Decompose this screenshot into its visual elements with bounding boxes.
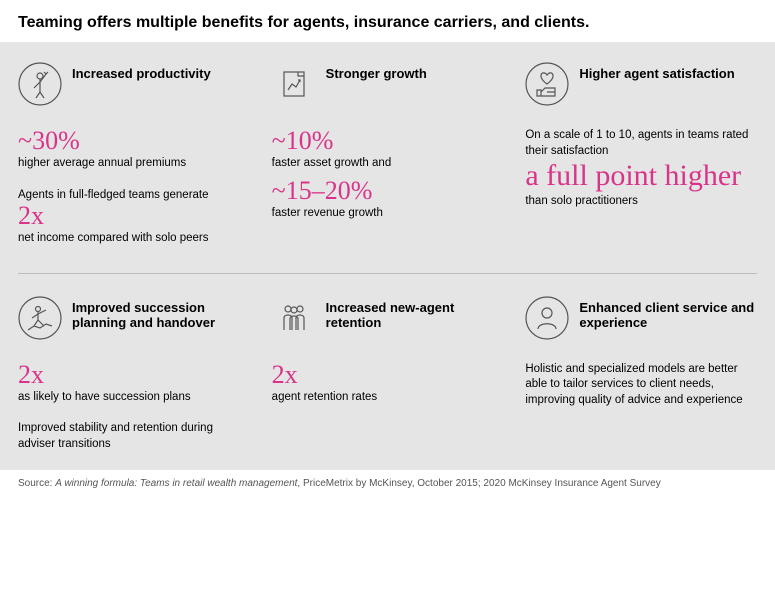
growth-icon bbox=[272, 62, 316, 106]
productivity-desc1: higher average annual premiums bbox=[18, 156, 250, 172]
satisfaction-stat: a full point higher bbox=[525, 159, 757, 192]
divider bbox=[18, 273, 757, 274]
retention-icon bbox=[272, 296, 316, 340]
growth-desc1: faster asset growth and bbox=[272, 156, 504, 172]
col-satisfaction: Higher agent satisfaction On a scale of … bbox=[525, 62, 757, 247]
productivity-stat1: ~30% bbox=[18, 128, 250, 154]
succession-stat: 2x bbox=[18, 362, 250, 388]
bottom-row: Improved succession planning and handove… bbox=[18, 296, 757, 453]
productivity-desc3: net income compared with solo peers bbox=[18, 231, 250, 247]
succession-icon bbox=[18, 296, 62, 340]
satisfaction-intro: On a scale of 1 to 10, agents in teams r… bbox=[525, 128, 757, 159]
client-desc: Holistic and specialized models are bett… bbox=[525, 362, 757, 409]
col-productivity: Increased productivity ~30% higher avera… bbox=[18, 62, 250, 247]
retention-stat: 2x bbox=[272, 362, 504, 388]
retention-title: Increased new-agent retention bbox=[326, 296, 504, 331]
growth-stat2: ~15–20% bbox=[272, 178, 504, 204]
growth-desc2: faster revenue growth bbox=[272, 206, 504, 222]
satisfaction-title: Higher agent satisfaction bbox=[579, 62, 734, 82]
col-retention: Increased new-agent retention 2x agent r… bbox=[272, 296, 504, 453]
productivity-icon bbox=[18, 62, 62, 106]
col-client: Enhanced client service and experience H… bbox=[525, 296, 757, 453]
productivity-desc2: Agents in full-fledged teams generate bbox=[18, 188, 250, 204]
source-rest: , PriceMetrix by McKinsey, October 2015;… bbox=[297, 478, 660, 489]
growth-stat1: ~10% bbox=[272, 128, 504, 154]
source-label: Source: bbox=[18, 478, 55, 489]
headline: Teaming offers multiple benefits for age… bbox=[0, 0, 775, 42]
infographic-panel: Increased productivity ~30% higher avera… bbox=[0, 42, 775, 470]
col-growth: Stronger growth ~10% faster asset growth… bbox=[272, 62, 504, 247]
client-title: Enhanced client service and experience bbox=[579, 296, 757, 331]
succession-desc2: Improved stability and retention during … bbox=[18, 421, 250, 452]
succession-title: Improved succession planning and handove… bbox=[72, 296, 250, 331]
satisfaction-outro: than solo practitioners bbox=[525, 194, 757, 210]
productivity-title: Increased productivity bbox=[72, 62, 211, 82]
retention-desc: agent retention rates bbox=[272, 390, 504, 406]
growth-title: Stronger growth bbox=[326, 62, 427, 82]
top-row: Increased productivity ~30% higher avera… bbox=[18, 62, 757, 247]
productivity-stat2: 2x bbox=[18, 203, 250, 229]
col-succession: Improved succession planning and handove… bbox=[18, 296, 250, 453]
source-line: Source: A winning formula: Teams in reta… bbox=[0, 470, 775, 501]
source-title: A winning formula: Teams in retail wealt… bbox=[55, 478, 297, 489]
client-icon bbox=[525, 296, 569, 340]
satisfaction-icon bbox=[525, 62, 569, 106]
succession-desc1: as likely to have succession plans bbox=[18, 390, 250, 406]
